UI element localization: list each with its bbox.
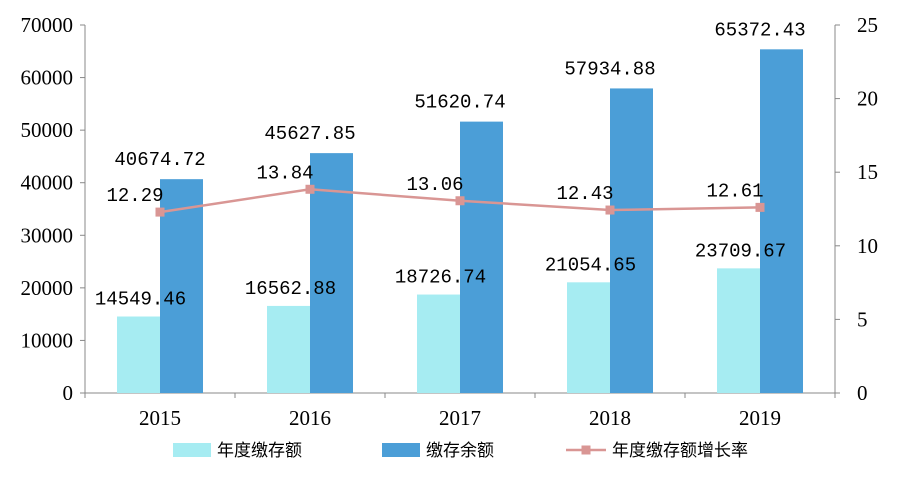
y-left-tick-label: 70000 [21, 13, 74, 37]
data-label-deposit-balance: 45627.85 [264, 123, 355, 145]
bar-annual-deposit [267, 305, 310, 393]
y-right-tick-label: 5 [857, 307, 868, 331]
data-labels: 14549.46 40674.72 16562.88 45627.85 18726.74… [95, 19, 806, 310]
bar-deposit-balance [460, 121, 503, 393]
growth-line [155, 184, 765, 217]
x-tick-label: 2015 [139, 406, 181, 430]
y-right-tick-label: 0 [857, 381, 868, 405]
y-left-tick-label: 60000 [21, 66, 74, 90]
legend-label: 缴存余额 [426, 441, 494, 461]
growth-rate-marker [755, 202, 765, 212]
data-label-annual-deposit: 16562.88 [245, 278, 336, 300]
legend-marker-swatch [581, 445, 591, 455]
data-label-growth-rate: 12.43 [556, 183, 613, 205]
bar-deposit-balance [760, 49, 803, 394]
bars [117, 49, 803, 394]
axes: 0 10000 20000 30000 40000 50000 60000 70000 0 5 10… [21, 13, 879, 430]
data-label-growth-rate: 12.61 [706, 180, 763, 202]
bar-annual-deposit [117, 316, 160, 393]
data-label-growth-rate: 13.84 [256, 162, 313, 184]
x-tick-label: 2016 [289, 406, 331, 430]
legend-label: 年度缴存额 [217, 441, 302, 461]
bar-deposit-balance [610, 88, 653, 393]
data-label-deposit-balance: 57934.88 [564, 58, 655, 80]
y-right-tick-label: 10 [857, 234, 878, 258]
data-label-growth-rate: 13.06 [406, 174, 463, 196]
y-right-tick-label: 20 [857, 87, 878, 111]
bar-deposit-balance [160, 179, 203, 393]
bar-annual-deposit [717, 268, 760, 393]
y-left-tick-label: 20000 [21, 276, 74, 300]
bar-annual-deposit [567, 282, 610, 393]
growth-rate-marker [605, 205, 615, 215]
growth-rate-marker [455, 196, 465, 206]
growth-rate-marker [305, 184, 315, 194]
y-left-tick-label: 0 [63, 381, 74, 405]
bar-annual-deposit [417, 294, 460, 393]
data-label-annual-deposit: 18726.74 [395, 267, 486, 289]
data-label-growth-rate: 12.29 [106, 185, 163, 207]
data-label-deposit-balance: 51620.74 [414, 92, 505, 114]
y-left-tick-label: 10000 [21, 328, 74, 352]
y-left-tick-label: 30000 [21, 223, 74, 247]
y-right-tick-label: 25 [857, 13, 878, 37]
x-tick-label: 2019 [739, 406, 781, 430]
legend: 年度缴存额 缴存余额 年度缴存额增长率 [173, 441, 748, 461]
data-label-annual-deposit: 21054.65 [545, 254, 636, 276]
x-tick-label: 2018 [589, 406, 631, 430]
y-left-tick-label: 40000 [21, 171, 74, 195]
y-left-tick-label: 50000 [21, 118, 74, 142]
legend-label: 年度缴存额增长率 [612, 441, 748, 461]
growth-rate-marker [155, 207, 165, 217]
legend-swatch [173, 443, 211, 457]
data-label-deposit-balance: 65372.43 [714, 19, 805, 41]
x-tick-label: 2017 [439, 406, 481, 430]
data-label-deposit-balance: 40674.72 [114, 149, 205, 171]
data-label-annual-deposit: 14549.46 [95, 289, 186, 311]
y-right-tick-label: 15 [857, 160, 878, 184]
data-label-annual-deposit: 23709.67 [695, 240, 786, 262]
legend-swatch [382, 443, 420, 457]
